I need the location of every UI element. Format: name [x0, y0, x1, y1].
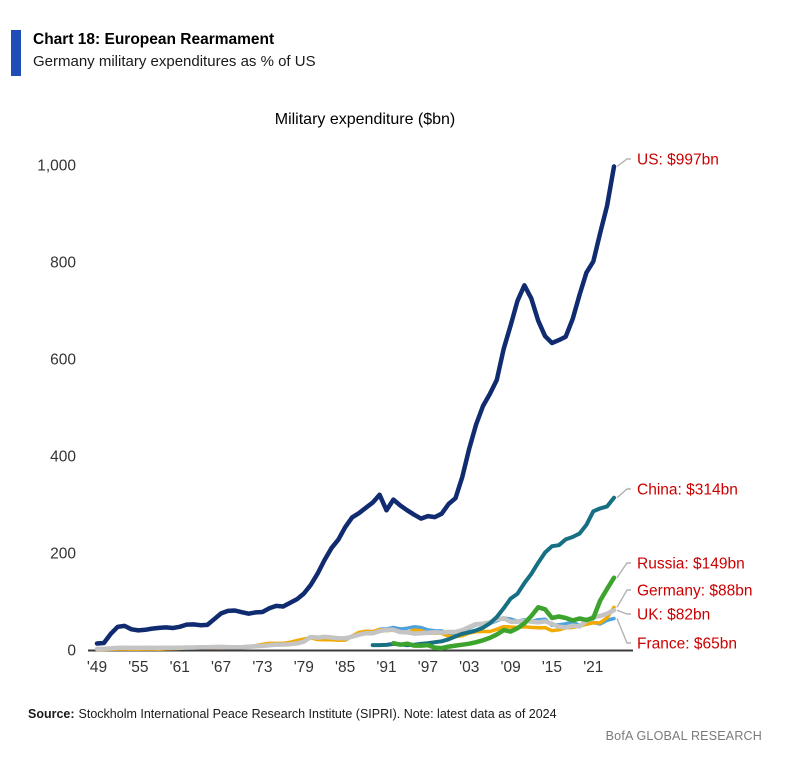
x-axis-tick-label: '03	[459, 659, 479, 676]
series-end-label-france: France: $65bn	[637, 636, 737, 653]
x-axis-tick-label: '97	[418, 659, 438, 676]
series-line-us	[94, 164, 617, 646]
y-axis-tick-label: 800	[50, 255, 76, 272]
source-note: Source: Stockholm International Peace Res…	[28, 707, 557, 721]
plot-title: Military expenditure ($bn)	[274, 111, 456, 128]
y-axis-tick-label: 1,000	[37, 158, 76, 175]
series-end-label-russia: Russia: $149bn	[637, 556, 745, 573]
series-end-label-us: US: $997bn	[637, 152, 719, 169]
brand-credit: BofA GLOBAL RESEARCH	[605, 729, 762, 743]
y-axis-tick-label: 600	[50, 352, 76, 369]
series-line-russia	[391, 575, 617, 651]
y-axis-tick-label: 0	[67, 643, 76, 660]
label-connector-us	[616, 158, 631, 168]
x-axis-tick-label: '21	[583, 659, 603, 676]
x-axis-tick-label: '91	[376, 659, 396, 676]
x-axis-tick-label: '55	[128, 659, 148, 676]
label-connector-france	[616, 618, 631, 644]
x-axis-tick-label: '67	[211, 659, 231, 676]
label-connector-germany	[616, 589, 631, 608]
label-connector-uk	[616, 609, 631, 615]
series-end-label-china: China: $314bn	[637, 482, 738, 499]
chart-subtitle: Germany military expenditures as % of US	[33, 53, 316, 70]
y-axis-tick-label: 200	[50, 546, 76, 563]
series-end-label-uk: UK: $82bn	[637, 607, 710, 624]
x-axis-tick-label: '09	[500, 659, 520, 676]
source-text: Stockholm International Peace Research I…	[78, 707, 557, 721]
x-axis-tick-label: '85	[335, 659, 355, 676]
label-connector-russia	[616, 562, 631, 579]
label-connector-china	[616, 488, 631, 499]
accent-bar	[11, 30, 21, 76]
series-end-label-germany: Germany: $88bn	[637, 583, 752, 600]
x-axis-tick-label: '15	[542, 659, 562, 676]
y-axis-tick-label: 400	[50, 449, 76, 466]
x-axis-tick-label: '73	[252, 659, 272, 676]
chart-title: Chart 18: European Rearmament	[33, 31, 275, 48]
x-axis-tick-label: '61	[170, 659, 190, 676]
x-axis-tick-label: '49	[87, 659, 107, 676]
x-axis-tick-label: '79	[294, 659, 314, 676]
line-chart: 0 200 400 600 800 1,000 '49 '55 '61 '67 '73 '79 '85 '…	[37, 152, 752, 677]
source-label: Source:	[28, 707, 75, 721]
